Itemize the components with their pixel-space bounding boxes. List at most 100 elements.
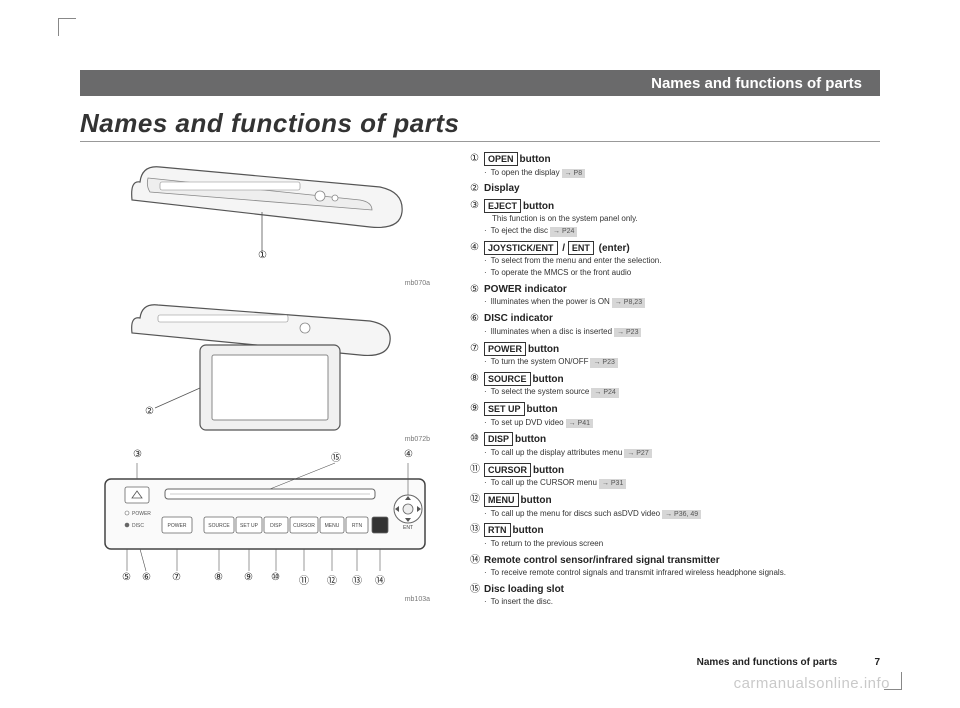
- page-ref: → P24: [550, 227, 577, 236]
- item-body: Disc loading slotTo insert the disc.: [484, 583, 880, 609]
- page-ref: → P23: [590, 358, 617, 367]
- svg-text:CURSOR: CURSOR: [293, 523, 315, 529]
- item-label: Display: [484, 182, 880, 196]
- item: ④JOYSTICK/ENT / ENT (enter)To select fro…: [470, 241, 880, 280]
- item-sub: To turn the system ON/OFF→ P23: [484, 357, 880, 368]
- item-label-text: button: [515, 434, 546, 445]
- svg-text:MENU: MENU: [325, 523, 340, 529]
- button-box: CURSOR: [484, 463, 531, 477]
- page-title: Names and functions of parts: [80, 108, 880, 139]
- button-box: DISP: [484, 432, 513, 446]
- callout-4: ④: [404, 449, 413, 460]
- item-label: Disc loading slot: [484, 583, 880, 597]
- item-label-text: (enter): [599, 243, 630, 254]
- page-ref: → P23: [614, 328, 641, 337]
- content: ① mb070a ② mb072b: [80, 152, 880, 612]
- item: ③EJECTbuttonThis function is on the syst…: [470, 199, 880, 238]
- page-ref: → P36, 49: [662, 510, 701, 519]
- callout-2: ②: [145, 406, 154, 417]
- item-body: POWERbuttonTo turn the system ON/OFF→ P2…: [484, 342, 880, 369]
- item-body: MENUbuttonTo call up the menu for discs …: [484, 493, 880, 520]
- button-box: SOURCE: [484, 372, 531, 386]
- monitor-open-svg: [110, 293, 420, 438]
- button-box: POWER: [484, 342, 526, 356]
- item-label-text: button: [533, 465, 564, 476]
- item-number: ⑥: [470, 312, 484, 326]
- item-label: POWER indicator: [484, 283, 880, 297]
- item: ②Display: [470, 182, 880, 196]
- page-number: 7: [840, 657, 880, 668]
- item: ⑤POWER indicatorIlluminates when the pow…: [470, 283, 880, 309]
- item-label-text: Remote control sensor/infrared signal tr…: [484, 555, 720, 566]
- page-ref: → P8: [562, 169, 586, 178]
- bullet-icon: [484, 478, 491, 487]
- svg-text:ENT: ENT: [403, 525, 413, 531]
- watermark: carmanualsonline.info: [734, 675, 890, 692]
- figures-column: ① mb070a ② mb072b: [80, 152, 450, 612]
- item-number: ⑩: [470, 432, 484, 446]
- svg-text:POWER: POWER: [132, 511, 151, 517]
- button-box: RTN: [484, 523, 511, 537]
- item-label: Remote control sensor/infrared signal tr…: [484, 554, 880, 568]
- item-label: JOYSTICK/ENT / ENT (enter): [484, 241, 880, 256]
- callout-7: ⑦: [172, 572, 181, 583]
- item-number: ⑭: [470, 554, 484, 568]
- item-number: ①: [470, 152, 484, 166]
- item-body: OPENbutton To open the display→ P8: [484, 152, 880, 179]
- bullet-icon: [484, 256, 491, 265]
- bullet-icon: [484, 418, 491, 427]
- item-label-text: button: [521, 495, 552, 506]
- callout-10: ⑩: [271, 572, 280, 583]
- page-ref: → P41: [566, 419, 593, 428]
- bullet-icon: [484, 168, 491, 177]
- item-label: CURSORbutton: [484, 463, 880, 478]
- bullet-icon: [484, 509, 491, 518]
- item-label-text: button: [520, 154, 551, 165]
- item: ⑪CURSORbuttonTo call up the CURSOR menu→…: [470, 463, 880, 490]
- control-panel-svg: POWER DISC POWER SOURCE SET UP DISP: [80, 449, 450, 594]
- item-sub: To set up DVD video→ P41: [484, 418, 880, 429]
- item-label-text: button: [523, 201, 554, 212]
- figure-monitor-closed: ① mb070a: [80, 152, 450, 287]
- item-label: RTNbutton: [484, 523, 880, 538]
- callout-14: ⑭: [375, 572, 385, 587]
- figure-control-panel: POWER DISC POWER SOURCE SET UP DISP: [80, 449, 450, 599]
- bullet-icon: [484, 448, 491, 457]
- title-rule: [80, 141, 880, 142]
- item-number: ⑧: [470, 372, 484, 386]
- bullet-icon: [484, 268, 491, 277]
- callout-15: ⑮: [331, 449, 341, 464]
- item: ⑧SOURCEbutton To select the system source…: [470, 372, 880, 399]
- page-ref: → P24: [591, 388, 618, 397]
- button-box: ENT: [568, 241, 594, 255]
- item-body: SET UPbuttonTo set up DVD video→ P41: [484, 402, 880, 429]
- item-number: ⑨: [470, 402, 484, 416]
- item: ⑩DISPbutton To call up the display attrib…: [470, 432, 880, 459]
- item-body: Remote control sensor/infrared signal tr…: [484, 554, 880, 580]
- item-sub: To open the display→ P8: [484, 168, 880, 179]
- callout-1: ①: [258, 250, 267, 261]
- fig-label-a: mb070a: [405, 280, 430, 287]
- item-sub: To select the system source→ P24: [484, 387, 880, 398]
- item-list: ①OPENbuttonTo open the display→ P8②Displ…: [470, 152, 880, 612]
- svg-text:RTN: RTN: [352, 523, 363, 529]
- button-box: SET UP: [484, 402, 525, 416]
- item-number: ②: [470, 182, 484, 196]
- item-number: ⑬: [470, 523, 484, 537]
- item-label-text: Display: [484, 183, 520, 194]
- item-label: SET UPbutton: [484, 402, 880, 417]
- crop-mark-tl: [58, 18, 88, 48]
- item-body: EJECTbuttonThis function is on the syste…: [484, 199, 880, 238]
- page-ref: → P27: [624, 449, 651, 458]
- item-label: MENUbutton: [484, 493, 880, 508]
- header-title: Names and functions of parts: [651, 75, 862, 92]
- item-number: ⑪: [470, 463, 484, 477]
- callout-6: ⑥: [142, 572, 151, 583]
- item-body: DISPbutton To call up the display attribu…: [484, 432, 880, 459]
- button-box: OPEN: [484, 152, 518, 166]
- item: ⑭Remote control sensor/infrared signal t…: [470, 554, 880, 580]
- callout-11: ⑪: [299, 572, 309, 587]
- item-label-text: button: [533, 374, 564, 385]
- item-sub: To call up the display attributes menu→ …: [484, 448, 880, 459]
- header-bar: Names and functions of parts: [80, 70, 880, 96]
